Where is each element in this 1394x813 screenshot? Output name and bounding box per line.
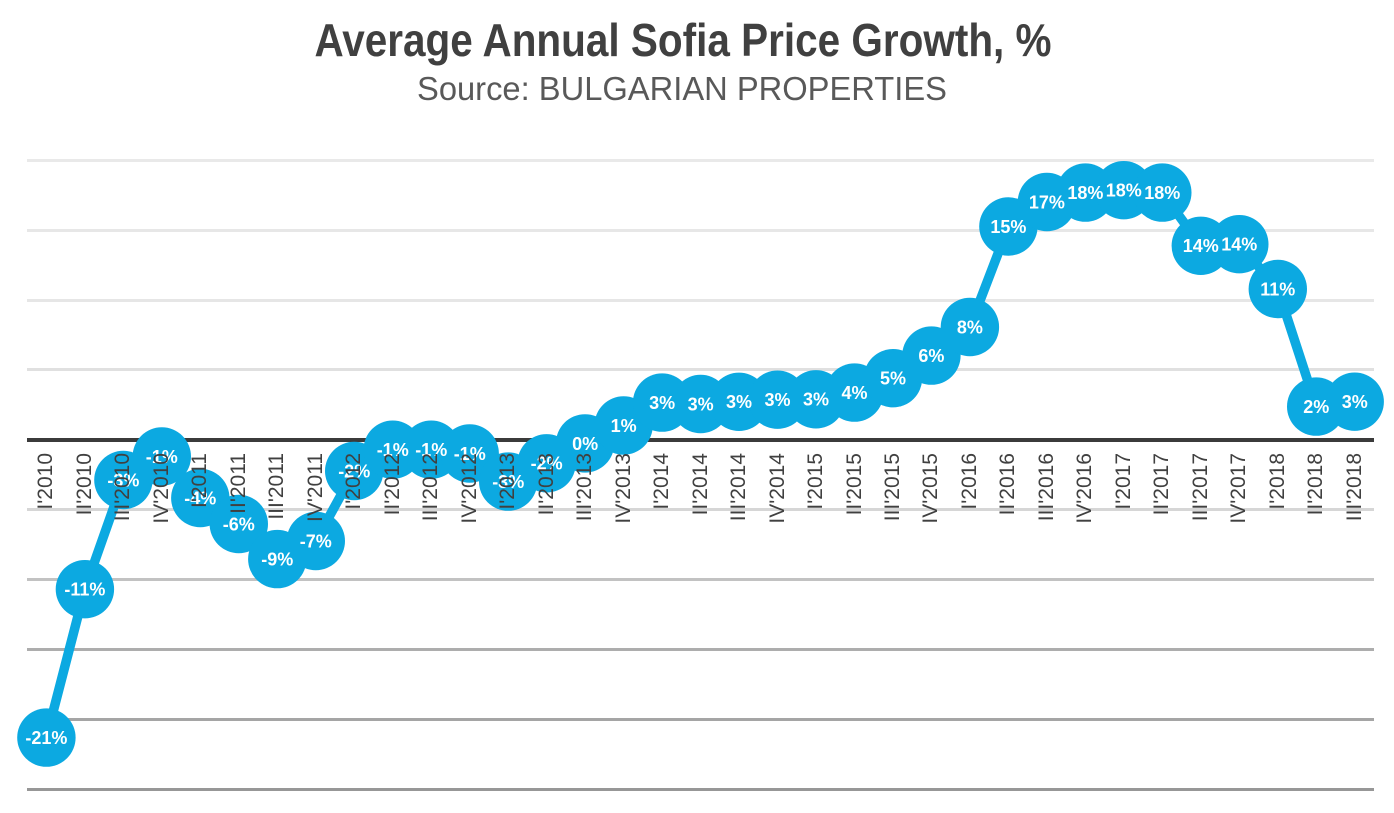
- svg-text:-7%: -7%: [300, 531, 332, 551]
- svg-text:-1%: -1%: [146, 447, 178, 467]
- svg-text:18%: 18%: [1067, 183, 1103, 203]
- svg-text:3%: 3%: [688, 394, 714, 414]
- svg-text:-3%: -3%: [107, 470, 139, 490]
- svg-text:-11%: -11%: [64, 580, 105, 600]
- svg-text:-1%: -1%: [454, 444, 486, 464]
- svg-text:-2%: -2%: [531, 454, 563, 474]
- svg-text:3%: 3%: [726, 392, 752, 412]
- svg-text:0%: 0%: [572, 434, 598, 454]
- svg-text:14%: 14%: [1221, 235, 1257, 255]
- svg-text:2%: 2%: [1303, 397, 1329, 417]
- svg-text:5%: 5%: [880, 369, 906, 389]
- svg-text:1%: 1%: [611, 416, 637, 436]
- svg-text:-6%: -6%: [223, 514, 255, 534]
- svg-text:8%: 8%: [957, 317, 983, 337]
- svg-text:3%: 3%: [649, 393, 675, 413]
- svg-text:14%: 14%: [1183, 236, 1219, 256]
- svg-text:4%: 4%: [841, 383, 867, 403]
- svg-text:6%: 6%: [918, 346, 944, 366]
- svg-text:-1%: -1%: [377, 440, 409, 460]
- svg-text:-1%: -1%: [415, 440, 447, 460]
- svg-text:3%: 3%: [764, 390, 790, 410]
- svg-text:11%: 11%: [1260, 279, 1295, 299]
- svg-text:-3%: -3%: [492, 472, 524, 492]
- svg-text:18%: 18%: [1106, 181, 1142, 201]
- svg-text:18%: 18%: [1144, 183, 1180, 203]
- svg-text:15%: 15%: [990, 217, 1026, 237]
- svg-text:-2%: -2%: [338, 461, 370, 481]
- svg-text:-9%: -9%: [261, 550, 293, 570]
- svg-text:-4%: -4%: [184, 488, 216, 508]
- svg-text:3%: 3%: [1342, 392, 1368, 412]
- svg-text:17%: 17%: [1029, 192, 1065, 212]
- svg-text:3%: 3%: [803, 390, 829, 410]
- svg-text:-21%: -21%: [25, 728, 67, 748]
